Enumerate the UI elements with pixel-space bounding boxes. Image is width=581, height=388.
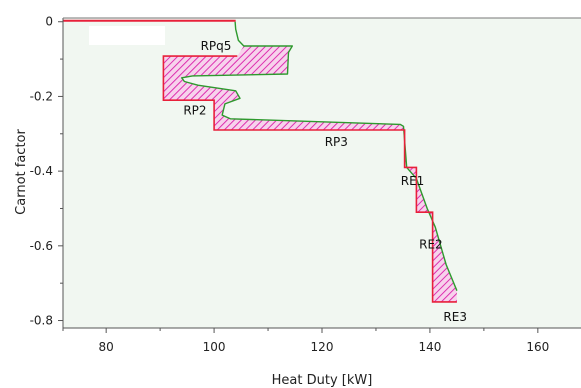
y-tick-label: -0.2 (30, 89, 53, 103)
enclosed-region-hatch (163, 46, 457, 302)
annotation-layer: RPq5 RP2 RP3 RE1 RE2 RE3 (183, 39, 467, 324)
axes: 80 100 120 140 160 0 -0.2 -0.4 -0.6 -0.8 (30, 15, 581, 354)
x-axis-title: Heat Duty [kW] (272, 373, 373, 388)
region-label-rpq5: RPq5 (201, 39, 232, 53)
region-label-rp3: RP3 (325, 135, 348, 149)
x-tick-label: 160 (526, 340, 549, 354)
y-tick-label: -0.4 (30, 164, 53, 178)
x-tick-label: 140 (418, 340, 441, 354)
legend-blank-box (89, 26, 165, 45)
series-layer (63, 19, 458, 303)
region-label-re1: RE1 (401, 174, 425, 188)
red-curve (162, 55, 457, 303)
y-axis-title: Carnot factor (14, 129, 29, 215)
hatch-region (163, 46, 457, 302)
y-tick-label: -0.8 (30, 314, 53, 328)
region-label-rp2: RP2 (183, 104, 206, 118)
x-tick-label: 120 (311, 340, 334, 354)
plot-area (63, 18, 581, 328)
x-tick-label: 100 (203, 340, 226, 354)
y-tick-label: -0.6 (30, 239, 53, 253)
region-label-re3: RE3 (443, 310, 467, 324)
region-label-re2: RE2 (419, 237, 443, 251)
y-tick-label: 0 (45, 15, 53, 29)
x-tick-label: 80 (99, 340, 114, 354)
